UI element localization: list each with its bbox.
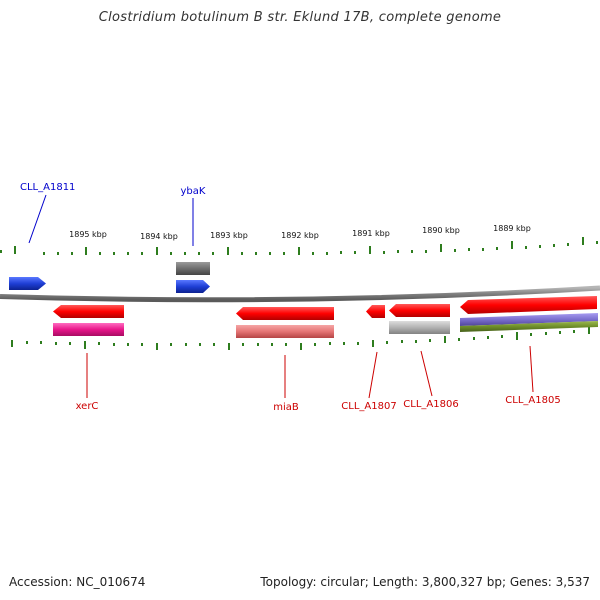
gene-feature-xerc[interactable] xyxy=(53,305,124,318)
category-track-cll-a1805-a xyxy=(460,313,598,326)
gene-label-ybak[interactable]: ybaK xyxy=(181,186,206,197)
category-track-cll-a1805-b xyxy=(460,321,598,332)
category-track-cll-a1806 xyxy=(389,321,450,334)
gene-label-cll-a1806[interactable]: CLL_A1806 xyxy=(403,399,458,410)
scale-label-1895: 1895 kbp xyxy=(69,230,107,239)
category-track-miab xyxy=(236,325,334,338)
gene-feature-miab[interactable] xyxy=(236,307,334,320)
leader-line-cll-a1805 xyxy=(529,345,534,393)
scale-label-1890: 1890 kbp xyxy=(422,226,460,235)
gene-feature-cll-a1806[interactable] xyxy=(389,304,450,317)
scale-label-1894: 1894 kbp xyxy=(140,232,178,241)
scale-label-1891: 1891 kbp xyxy=(352,229,390,238)
genome-summary-text: Topology: circular; Length: 3,800,327 bp… xyxy=(260,575,590,589)
category-track-ybak xyxy=(176,262,210,275)
gene-feature-cll-a1811[interactable] xyxy=(9,277,46,290)
gene-label-cll-a1807[interactable]: CLL_A1807 xyxy=(341,401,396,412)
scale-label-1892: 1892 kbp xyxy=(281,231,319,240)
gene-label-miab[interactable]: miaB xyxy=(273,402,299,413)
gene-label-cll-a1811[interactable]: CLL_A1811 xyxy=(20,182,75,193)
gene-feature-ybak[interactable] xyxy=(176,280,210,293)
leader-line-cll-a1806 xyxy=(420,350,433,397)
accession-text: Accession: NC_010674 xyxy=(9,575,146,589)
category-track-xerc xyxy=(53,323,124,336)
genome-backbone xyxy=(0,285,600,303)
leader-line-cll-a1811 xyxy=(28,194,47,244)
scale-label-1889: 1889 kbp xyxy=(493,224,531,233)
inner-scale-ticks xyxy=(11,327,590,350)
scale-label-1893: 1893 kbp xyxy=(210,231,248,240)
map-title: Clostridium botulinum B str. Eklund 17B,… xyxy=(98,10,502,25)
leader-line-cll-a1807 xyxy=(368,351,378,399)
gene-feature-cll-a1805[interactable] xyxy=(460,296,597,314)
gene-label-cll-a1805[interactable]: CLL_A1805 xyxy=(505,395,560,406)
gene-feature-cll-a1807[interactable] xyxy=(366,305,385,318)
outer-scale-ticks xyxy=(0,237,598,255)
gene-label-xerc[interactable]: xerC xyxy=(76,401,99,412)
